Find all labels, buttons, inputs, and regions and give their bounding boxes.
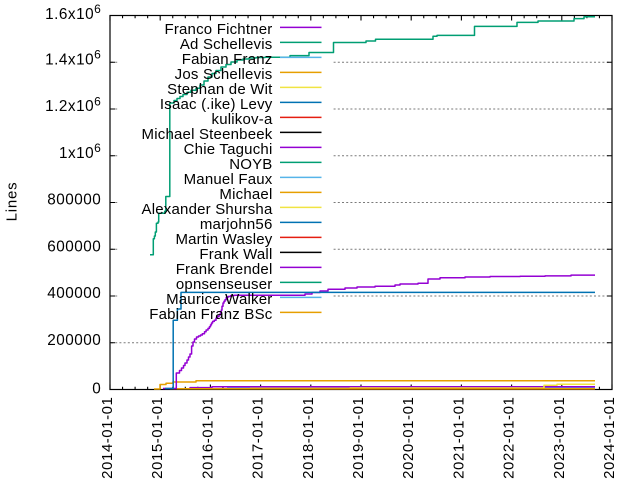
svg-text:Frank Brendel: Frank Brendel — [176, 261, 273, 278]
svg-text:800000: 800000 — [47, 192, 101, 209]
svg-text:Chie Taguchi: Chie Taguchi — [184, 141, 273, 158]
svg-text:Jos Schellevis: Jos Schellevis — [175, 66, 273, 83]
svg-text:0: 0 — [92, 380, 101, 397]
svg-text:400000: 400000 — [47, 285, 101, 302]
svg-text:1x106: 1x106 — [59, 141, 101, 162]
svg-text:Alexander Shursha: Alexander Shursha — [142, 201, 273, 218]
svg-text:Martin Wasley: Martin Wasley — [175, 231, 272, 248]
svg-text:Fabian Franz BSc: Fabian Franz BSc — [149, 306, 273, 323]
svg-text:Maurice Walker: Maurice Walker — [166, 291, 272, 308]
svg-text:2024-01-01: 2024-01-01 — [601, 397, 618, 479]
svg-text:2019-01-01: 2019-01-01 — [350, 397, 367, 479]
svg-text:600000: 600000 — [47, 238, 101, 255]
svg-text:kulikov-a: kulikov-a — [212, 111, 273, 128]
svg-text:marjohn56: marjohn56 — [200, 216, 273, 233]
svg-text:Fabian Franz: Fabian Franz — [182, 51, 273, 68]
svg-text:Isaac (.ike) Levy: Isaac (.ike) Levy — [160, 96, 273, 113]
svg-text:2017-01-01: 2017-01-01 — [250, 397, 267, 479]
svg-text:2021-01-01: 2021-01-01 — [450, 397, 467, 479]
svg-text:1.4x106: 1.4x106 — [45, 48, 101, 69]
svg-text:Stephan de Wit: Stephan de Wit — [167, 81, 273, 98]
svg-text:Lines: Lines — [4, 182, 21, 222]
svg-text:2014-01-01: 2014-01-01 — [99, 397, 116, 479]
svg-text:Michael Steenbeek: Michael Steenbeek — [142, 126, 273, 143]
svg-text:Ad Schellevis: Ad Schellevis — [180, 36, 273, 53]
svg-text:2020-01-01: 2020-01-01 — [400, 397, 417, 479]
svg-text:200000: 200000 — [47, 332, 101, 349]
svg-text:2016-01-01: 2016-01-01 — [199, 397, 216, 479]
svg-text:2018-01-01: 2018-01-01 — [300, 397, 317, 479]
svg-text:NOYB: NOYB — [229, 156, 272, 173]
svg-text:Michael: Michael — [219, 186, 272, 203]
svg-text:2022-01-01: 2022-01-01 — [501, 397, 518, 479]
svg-text:1.6x106: 1.6x106 — [45, 2, 101, 23]
svg-text:opnsenseuser: opnsenseuser — [176, 276, 273, 293]
svg-text:Manuel Faux: Manuel Faux — [184, 171, 273, 188]
svg-text:2015-01-01: 2015-01-01 — [149, 397, 166, 479]
svg-text:Frank Wall: Frank Wall — [199, 246, 272, 263]
svg-text:2023-01-01: 2023-01-01 — [551, 397, 568, 479]
svg-text:1.2x106: 1.2x106 — [45, 94, 101, 115]
svg-text:Franco Fichtner: Franco Fichtner — [164, 21, 272, 38]
